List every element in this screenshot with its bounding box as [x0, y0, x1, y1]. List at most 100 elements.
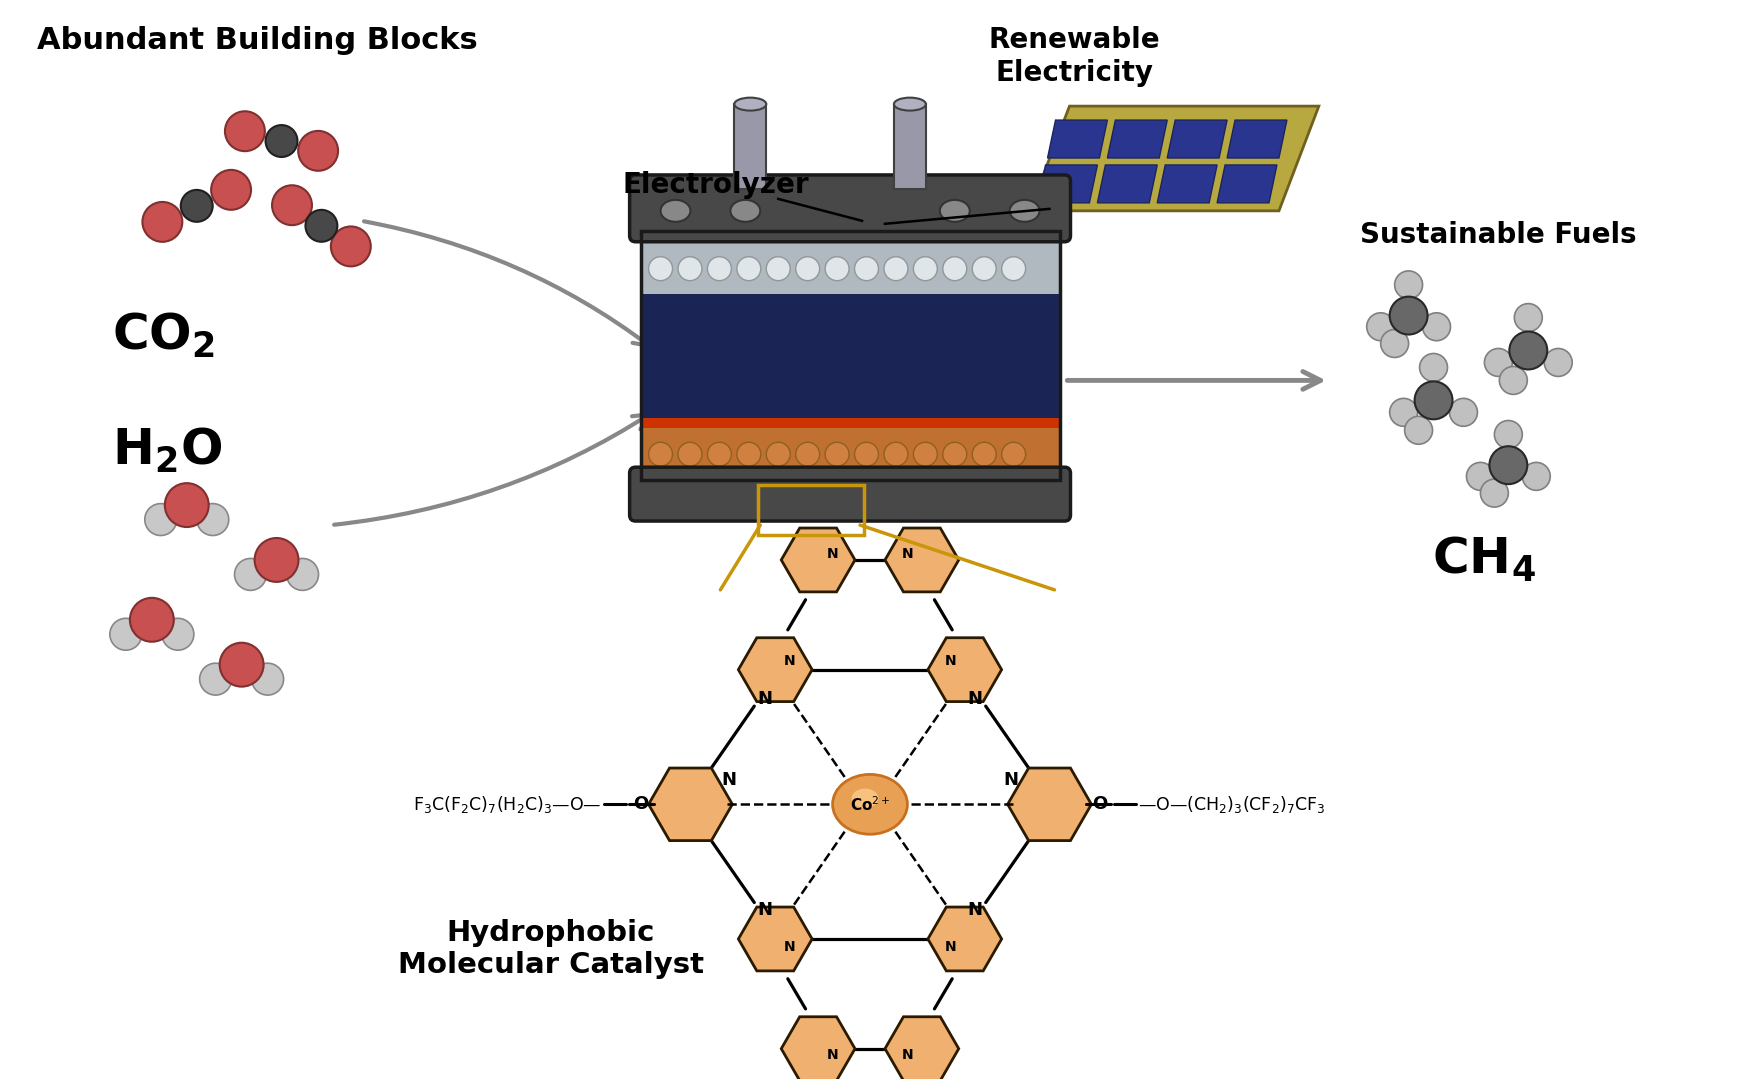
Ellipse shape	[235, 558, 266, 591]
Ellipse shape	[972, 257, 996, 281]
Polygon shape	[781, 528, 856, 592]
Text: N: N	[944, 654, 956, 669]
Ellipse shape	[1489, 446, 1527, 484]
Ellipse shape	[649, 442, 673, 467]
Ellipse shape	[306, 210, 337, 242]
Text: Hydrophobic
Molecular Catalyst: Hydrophobic Molecular Catalyst	[398, 919, 704, 980]
Ellipse shape	[1389, 297, 1428, 335]
Bar	[640, 418, 1059, 429]
Polygon shape	[649, 768, 732, 840]
Text: Sustainable Fuels: Sustainable Fuels	[1360, 220, 1636, 248]
Ellipse shape	[1499, 366, 1527, 394]
Bar	[894, 104, 925, 189]
Text: N: N	[722, 771, 737, 789]
Ellipse shape	[852, 788, 878, 808]
Ellipse shape	[1480, 480, 1508, 508]
Ellipse shape	[1367, 313, 1395, 340]
Polygon shape	[781, 1016, 856, 1080]
Ellipse shape	[144, 503, 177, 536]
Ellipse shape	[330, 227, 370, 267]
Ellipse shape	[254, 538, 299, 582]
Text: N: N	[1003, 771, 1017, 789]
Ellipse shape	[972, 442, 996, 467]
Ellipse shape	[1494, 420, 1522, 448]
Ellipse shape	[678, 442, 703, 467]
Ellipse shape	[883, 442, 908, 467]
Ellipse shape	[767, 257, 790, 281]
Ellipse shape	[200, 663, 231, 696]
Ellipse shape	[266, 125, 297, 157]
Ellipse shape	[210, 170, 250, 210]
Polygon shape	[1167, 120, 1228, 158]
Ellipse shape	[833, 774, 908, 834]
Polygon shape	[1228, 120, 1287, 158]
Text: Renewable
Electricity: Renewable Electricity	[989, 26, 1160, 86]
Ellipse shape	[1485, 349, 1513, 377]
Ellipse shape	[1405, 416, 1433, 444]
Ellipse shape	[219, 643, 264, 687]
Text: $\mathbf{H_2O}$: $\mathbf{H_2O}$	[111, 426, 223, 475]
FancyBboxPatch shape	[630, 175, 1071, 242]
Ellipse shape	[1450, 399, 1478, 427]
Ellipse shape	[110, 618, 143, 650]
Text: Co$^{2+}$: Co$^{2+}$	[850, 795, 890, 813]
Ellipse shape	[1423, 313, 1450, 340]
Polygon shape	[885, 528, 958, 592]
Polygon shape	[1108, 120, 1167, 158]
FancyBboxPatch shape	[630, 468, 1071, 521]
Ellipse shape	[883, 257, 908, 281]
Text: N: N	[828, 1048, 838, 1062]
Ellipse shape	[708, 257, 732, 281]
Text: N: N	[756, 901, 772, 919]
Ellipse shape	[796, 442, 819, 467]
Bar	[640, 231, 1059, 481]
Text: N: N	[784, 654, 796, 669]
Polygon shape	[1097, 165, 1156, 203]
Ellipse shape	[1509, 332, 1548, 369]
Text: N: N	[969, 690, 983, 708]
Polygon shape	[1217, 165, 1276, 203]
Text: $\mathbf{CH_4}$: $\mathbf{CH_4}$	[1431, 536, 1536, 584]
Ellipse shape	[1544, 349, 1572, 377]
Ellipse shape	[181, 190, 212, 221]
Text: N: N	[944, 941, 956, 955]
Ellipse shape	[661, 200, 690, 221]
Ellipse shape	[824, 442, 849, 467]
Ellipse shape	[678, 257, 703, 281]
Ellipse shape	[1414, 381, 1452, 419]
Ellipse shape	[943, 442, 967, 467]
Ellipse shape	[1002, 257, 1026, 281]
Ellipse shape	[1466, 462, 1494, 490]
Ellipse shape	[854, 442, 878, 467]
Text: Abundant Building Blocks: Abundant Building Blocks	[37, 26, 478, 55]
Polygon shape	[929, 637, 1002, 702]
Text: N: N	[828, 546, 838, 561]
Ellipse shape	[730, 200, 760, 221]
Text: O: O	[1092, 795, 1108, 813]
Ellipse shape	[939, 200, 970, 221]
Ellipse shape	[1522, 462, 1549, 490]
Ellipse shape	[824, 257, 849, 281]
Bar	[640, 242, 1059, 294]
Polygon shape	[739, 637, 812, 702]
Polygon shape	[1038, 165, 1097, 203]
Ellipse shape	[1010, 200, 1040, 221]
Ellipse shape	[297, 131, 337, 171]
Ellipse shape	[796, 257, 819, 281]
Text: —O—(CH$_2$)$_3$(CF$_2$)$_7$CF$_3$: —O—(CH$_2$)$_3$(CF$_2$)$_7$CF$_3$	[1139, 794, 1325, 814]
Text: N: N	[901, 1048, 913, 1062]
Ellipse shape	[1419, 353, 1447, 381]
Ellipse shape	[143, 202, 183, 242]
Ellipse shape	[737, 442, 760, 467]
Text: $\mathbf{CO_2}$: $\mathbf{CO_2}$	[111, 311, 216, 360]
Ellipse shape	[165, 483, 209, 527]
Ellipse shape	[1002, 442, 1026, 467]
Polygon shape	[1047, 120, 1108, 158]
Text: O: O	[633, 795, 649, 813]
Ellipse shape	[1381, 329, 1409, 357]
Ellipse shape	[287, 558, 318, 591]
Bar	[758, 485, 864, 535]
Ellipse shape	[162, 618, 193, 650]
Text: N: N	[969, 901, 983, 919]
Ellipse shape	[1389, 399, 1417, 427]
